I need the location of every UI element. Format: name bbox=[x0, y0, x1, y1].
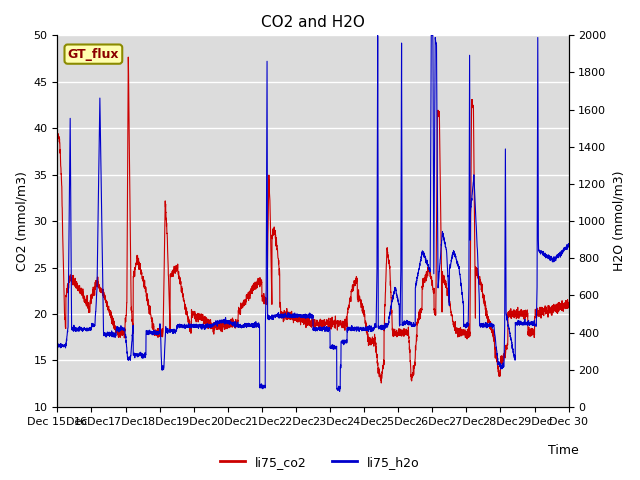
Title: CO2 and H2O: CO2 and H2O bbox=[261, 15, 365, 30]
Text: GT_flux: GT_flux bbox=[68, 48, 119, 60]
Legend: li75_co2, li75_h2o: li75_co2, li75_h2o bbox=[215, 451, 425, 474]
Y-axis label: H2O (mmol/m3): H2O (mmol/m3) bbox=[612, 171, 625, 271]
Y-axis label: CO2 (mmol/m3): CO2 (mmol/m3) bbox=[15, 171, 28, 271]
Text: Time: Time bbox=[548, 444, 579, 456]
